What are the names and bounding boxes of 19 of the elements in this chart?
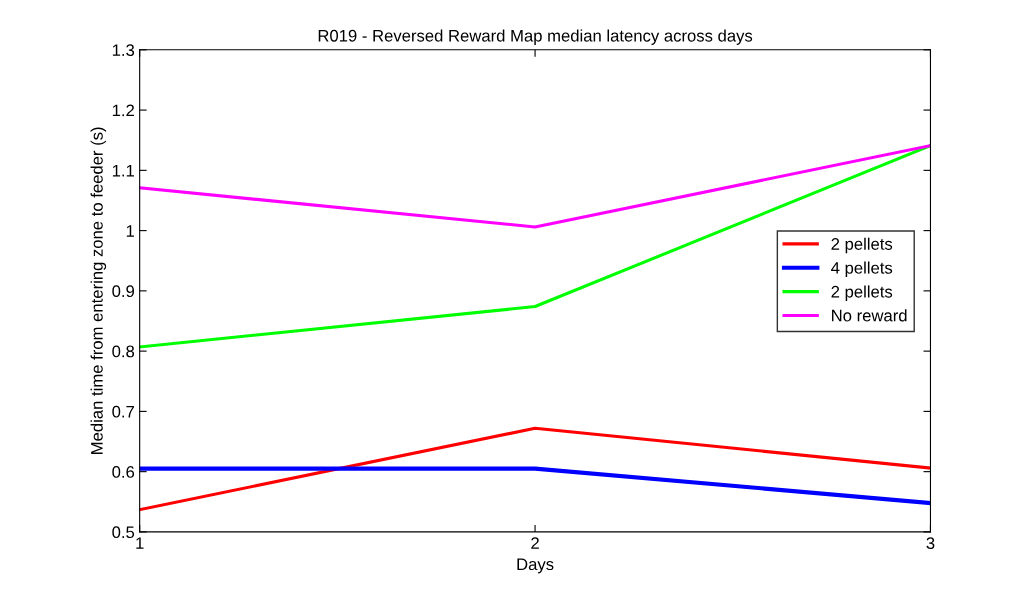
x-axis-title: Days	[517, 558, 554, 574]
legend-label: 2 pellets	[831, 285, 893, 301]
y-tick-label: 0.5	[112, 526, 135, 539]
y-tick-label: 0.9	[112, 285, 135, 298]
y-tick-label: 0.8	[112, 345, 135, 358]
y-tick-label: 1.3	[112, 44, 135, 57]
y-axis-title: Median time from entering zone to feeder (s)	[90, 127, 107, 454]
y-tick-label: 0.6	[112, 466, 135, 478]
y-tick-label: 1.1	[112, 164, 134, 177]
y-tick-label: 0.7	[112, 405, 134, 418]
legend-label: No reward	[832, 309, 907, 322]
x-tick-label: 3	[926, 537, 935, 550]
chart-title: R019 - Reversed Reward Map median latency across days	[318, 29, 753, 45]
legend-label: 4 pellets	[831, 261, 893, 278]
x-tick-label: 2	[531, 537, 539, 549]
legend-label: 2 pellets	[831, 237, 893, 254]
x-tick-label: 1	[136, 537, 144, 549]
y-tick-label: 1.2	[112, 104, 134, 117]
y-tick-label: 1	[126, 225, 134, 237]
